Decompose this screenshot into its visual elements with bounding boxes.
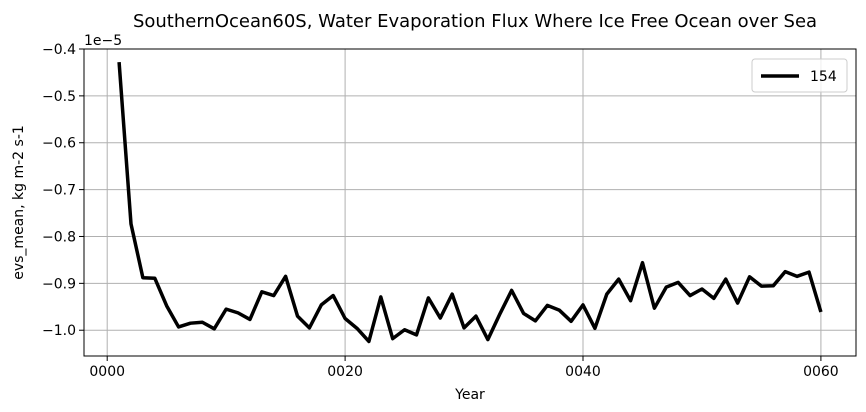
legend-label-154: 154	[810, 69, 837, 85]
y-tick-label: −0.6	[42, 136, 76, 152]
chart-title: SouthernOcean60S, Water Evaporation Flux…	[133, 11, 817, 32]
x-tick-label: 0000	[89, 364, 125, 380]
y-offset-label: 1e−5	[84, 33, 122, 49]
x-axis-label: Year	[454, 387, 485, 403]
y-axis-ticks: −0.4 −0.5 −0.6 −0.7 −0.8 −0.9 −1.0	[42, 42, 84, 339]
series-layer	[117, 61, 823, 344]
y-tick-label: −0.9	[42, 276, 76, 292]
legend-box	[751, 58, 848, 93]
x-tick-label: 0040	[565, 364, 601, 380]
y-axis-label: evs_mean, kg m-2 s-1	[11, 125, 27, 280]
x-tick-label: 0060	[803, 364, 839, 380]
plot-frame	[83, 48, 857, 357]
y-tick-label: −0.4	[42, 42, 76, 58]
series-line-154	[117, 61, 823, 344]
legend: 154	[751, 58, 848, 93]
y-tick-label: −0.7	[42, 183, 76, 199]
y-tick-label: −0.5	[42, 89, 76, 105]
y-tick-label: −1.0	[42, 323, 76, 339]
y-tick-label: −0.8	[42, 229, 76, 245]
x-axis-ticks: 0000 0020 0040 0060	[89, 356, 839, 380]
grid-lines	[84, 48, 856, 356]
x-tick-label: 0020	[327, 364, 363, 380]
